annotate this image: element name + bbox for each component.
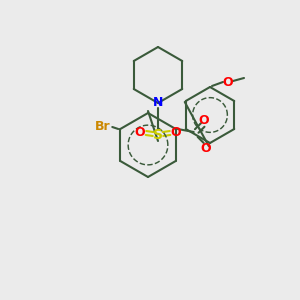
Text: Br: Br	[94, 121, 110, 134]
Text: S: S	[153, 128, 163, 142]
Text: O: O	[223, 76, 233, 88]
Text: O: O	[171, 127, 181, 140]
Text: O: O	[198, 113, 209, 127]
Text: O: O	[135, 127, 145, 140]
Text: O: O	[200, 142, 211, 154]
Text: N: N	[153, 97, 163, 110]
